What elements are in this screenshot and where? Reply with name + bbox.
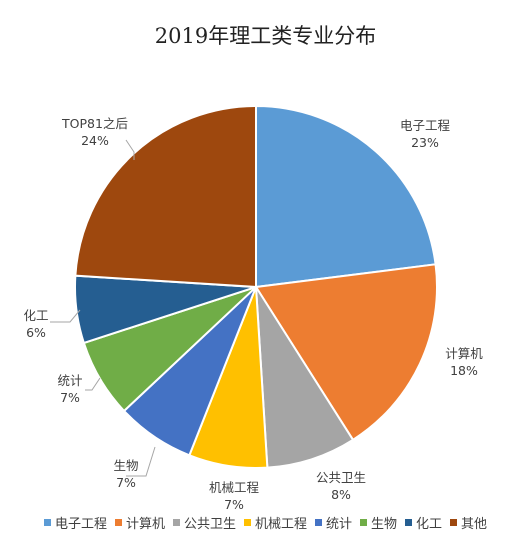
legend-item: 统计 <box>315 513 352 532</box>
legend-swatch <box>315 518 322 526</box>
slice-category-label: 统计 <box>57 373 82 388</box>
legend: 电子工程 计算机 公共卫生 机械工程 统计 生物 化工 其他 <box>0 512 531 532</box>
pie-chart: 电子工程 23% 计算机 18% 公共卫生 8% 机械工程 7% 生物 7% 统计 7% 化工 6% TOP… <box>23 104 483 512</box>
slice-category-label: 化工 <box>23 308 48 323</box>
slice-percent-label: 7% <box>224 497 244 512</box>
legend-item: 其他 <box>450 513 487 532</box>
slice-category-label: 公共卫生 <box>316 470 366 485</box>
slice-percent-label: 23% <box>411 135 439 150</box>
slice-labels: 电子工程 23% 计算机 18% 公共卫生 8% 机械工程 7% 生物 7% 统计 7% 化工 6% TOP… <box>23 116 483 512</box>
pie-slice <box>74 104 257 289</box>
leader-line <box>125 139 135 160</box>
legend-item: 电子工程 <box>43 513 107 532</box>
slice-category-label: 电子工程 <box>400 118 451 133</box>
legend-swatch <box>43 518 51 526</box>
legend-label: 生物 <box>371 516 398 532</box>
slice-percent-label: 18% <box>450 363 478 378</box>
legend-swatch <box>450 518 458 526</box>
legend-swatch <box>114 518 122 526</box>
legend-item: 化工 <box>405 513 442 532</box>
slice-category-label: 计算机 <box>445 346 483 361</box>
slice-percent-label: 24% <box>81 133 109 148</box>
slice-percent-label: 8% <box>331 487 351 502</box>
legend-item: 公共卫生 <box>172 513 236 532</box>
leader-line <box>50 309 81 323</box>
slice-percent-label: 7% <box>116 475 136 490</box>
legend-swatch <box>360 518 368 526</box>
slice-category-label: 生物 <box>113 458 138 473</box>
leader-line <box>126 446 156 477</box>
slice-category-label: TOP81之后 <box>61 116 128 131</box>
pie-slices <box>74 104 438 469</box>
slice-percent-label: 7% <box>60 390 80 405</box>
pie-slice <box>254 263 438 442</box>
legend-swatch <box>243 518 251 526</box>
legend-item: 计算机 <box>114 513 165 532</box>
legend-swatch <box>172 518 180 526</box>
legend-label: 机械工程 <box>254 516 307 532</box>
legend-label: 其他 <box>461 516 488 532</box>
legend-label: 电子工程 <box>54 516 107 532</box>
legend-item: 机械工程 <box>243 513 307 532</box>
legend-label: 统计 <box>326 516 353 532</box>
chart-title: 2019年理工类专业分布 <box>154 24 377 48</box>
pie-slice <box>255 104 437 289</box>
legend-item: 生物 <box>360 513 397 532</box>
pie-slice <box>255 286 355 469</box>
legend-label: 计算机 <box>125 516 165 532</box>
slice-percent-label: 6% <box>26 325 46 340</box>
leader-lines <box>50 139 156 477</box>
legend-swatch <box>405 518 413 526</box>
legend-label: 化工 <box>416 516 443 532</box>
slice-category-label: 机械工程 <box>209 480 260 495</box>
leader-line <box>85 377 101 391</box>
legend-label: 公共卫生 <box>183 516 236 532</box>
